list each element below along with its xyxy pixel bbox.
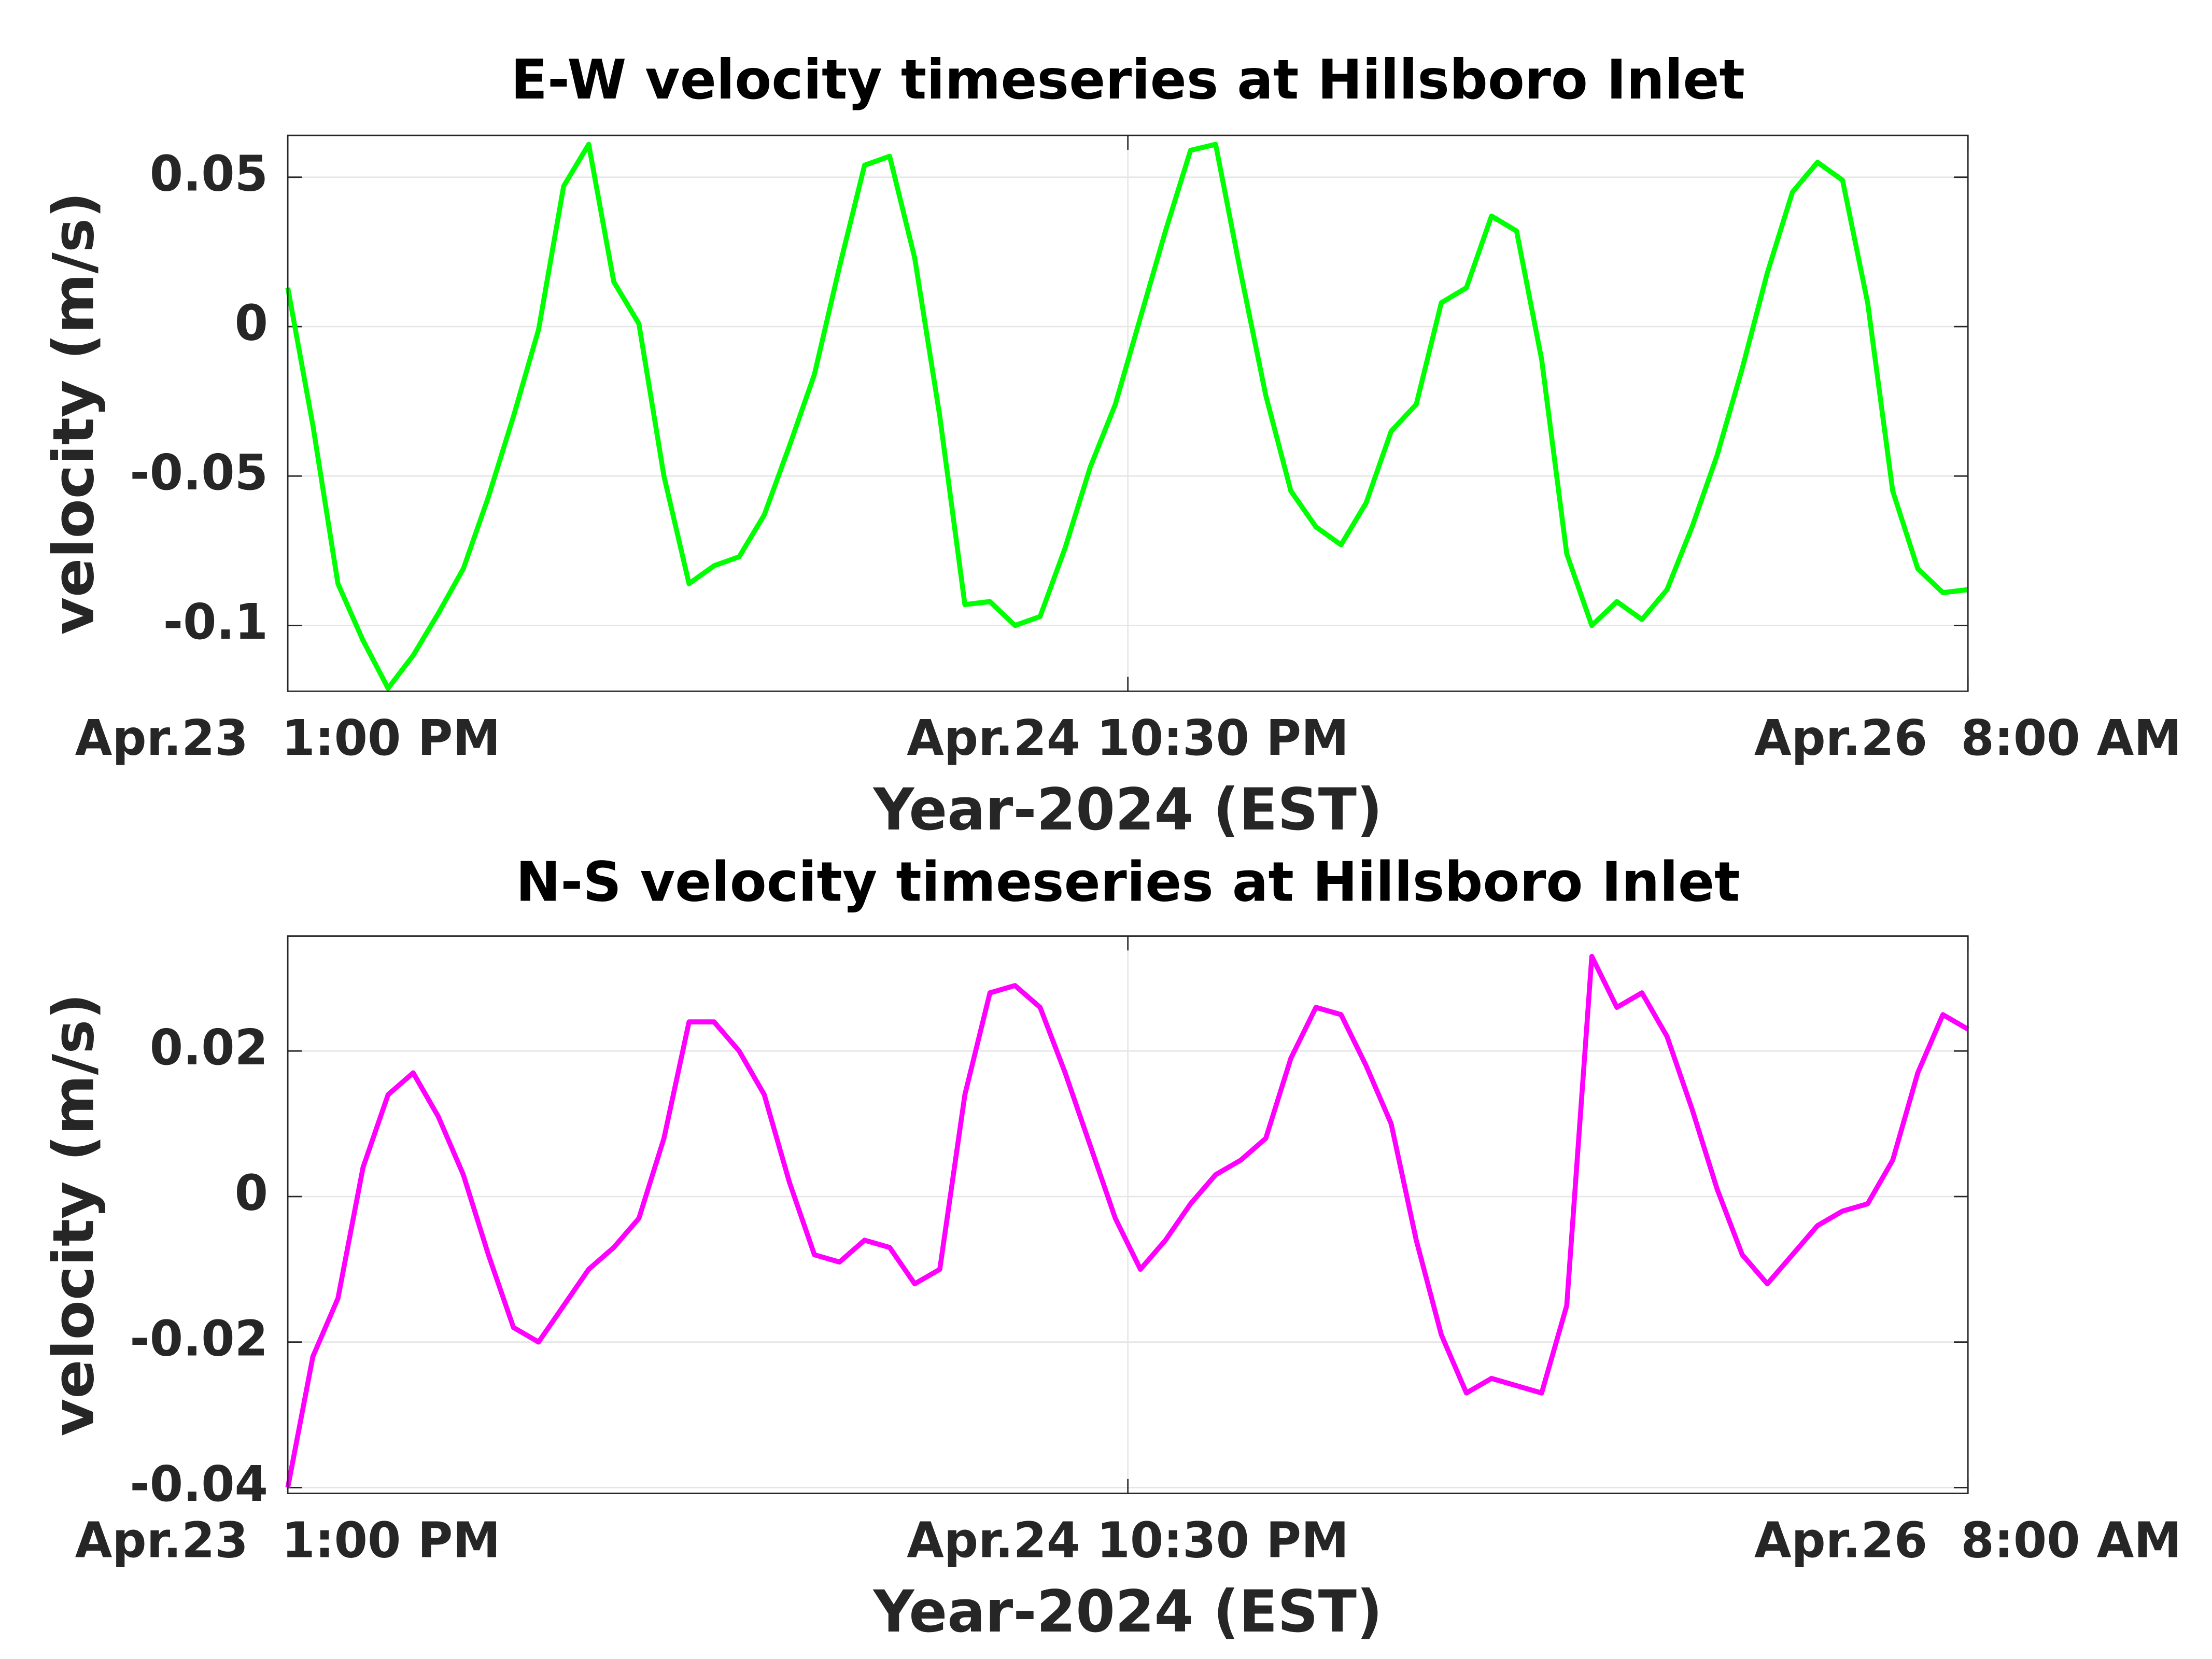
- x-tick-label: Apr.26 8:00 AM: [1754, 1512, 2181, 1569]
- x-axis-label: Year-2024 (EST): [872, 1578, 1383, 1645]
- y-tick-label: -0.04: [130, 1456, 268, 1513]
- x-tick-label: Apr.24 10:30 PM: [907, 1512, 1349, 1569]
- y-tick-label: -0.05: [130, 444, 268, 501]
- chart-title: N-S velocity timeseries at Hillsboro Inl…: [516, 850, 1740, 913]
- y-axis-label: velocity (m/s): [41, 192, 107, 635]
- y-tick-label: -0.1: [163, 594, 268, 651]
- y-tick-label: 0: [235, 1165, 268, 1222]
- x-axis-label: Year-2024 (EST): [872, 776, 1383, 843]
- y-tick-label: 0: [235, 295, 268, 352]
- x-tick-label: Apr.24 10:30 PM: [907, 710, 1349, 767]
- y-tick-label: -0.02: [130, 1310, 268, 1367]
- data-line: [285, 142, 1968, 691]
- chart-title: E-W velocity timeseries at Hillsboro Inl…: [511, 48, 1745, 111]
- x-tick-label: Apr.26 8:00 AM: [1754, 710, 2181, 767]
- x-tick-label: Apr.23 1:00 PM: [75, 1512, 501, 1569]
- axes-box: [287, 935, 1969, 1494]
- y-tick-label: 0.05: [150, 146, 268, 203]
- data-line: [285, 954, 1969, 1488]
- y-tick-label: 0.02: [150, 1019, 268, 1076]
- x-tick-label: Apr.23 1:00 PM: [75, 710, 501, 767]
- y-axis-label: velocity (m/s): [41, 993, 107, 1436]
- axes-box: [287, 134, 1969, 692]
